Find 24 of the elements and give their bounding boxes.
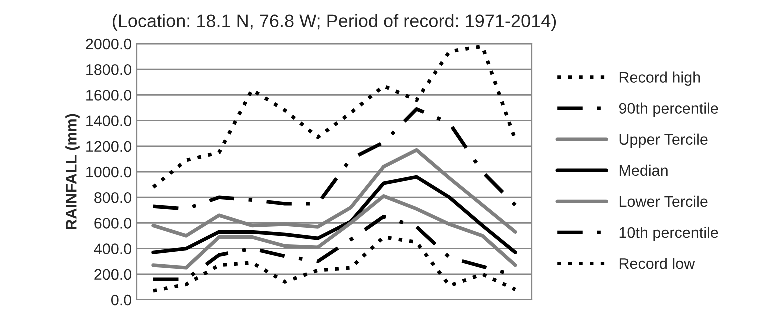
y-tick-label: 2000.0 [86, 38, 132, 50]
y-tick-label: 1000.0 [86, 166, 132, 178]
y-tick-label: 1800.0 [86, 64, 132, 76]
chart-title: (Location: 18.1 N, 76.8 W; Period of record: 1971-2014) [112, 14, 556, 32]
y-tick-label: 0.0 [112, 294, 132, 306]
y-tick-label: 1400.0 [86, 116, 132, 126]
y-tick-label: 400.0 [94, 244, 132, 254]
legend-label: Record high [620, 72, 700, 86]
legend-label: Median [620, 164, 668, 176]
line-series [152, 107, 518, 211]
legend-label: 90th percentile [619, 102, 718, 118]
line-series [152, 235, 518, 293]
legend-label: Record low [620, 258, 696, 270]
legend-label: Lower Tercile [620, 196, 708, 208]
y-tick-label: 1600.0 [86, 90, 132, 101]
line-series [152, 44, 518, 190]
line-series [152, 175, 518, 254]
y-axis-title: RAINFALL (mm) [66, 114, 80, 230]
y-tick-label: 1200.0 [86, 141, 132, 152]
legend-label: 10th percentile [620, 226, 718, 242]
y-tick-label: 200.0 [94, 269, 132, 280]
y-tick-label: 800.0 [94, 192, 132, 204]
legend-label: Upper Tercile [620, 134, 708, 148]
y-tick-label: 600.0 [94, 218, 132, 229]
